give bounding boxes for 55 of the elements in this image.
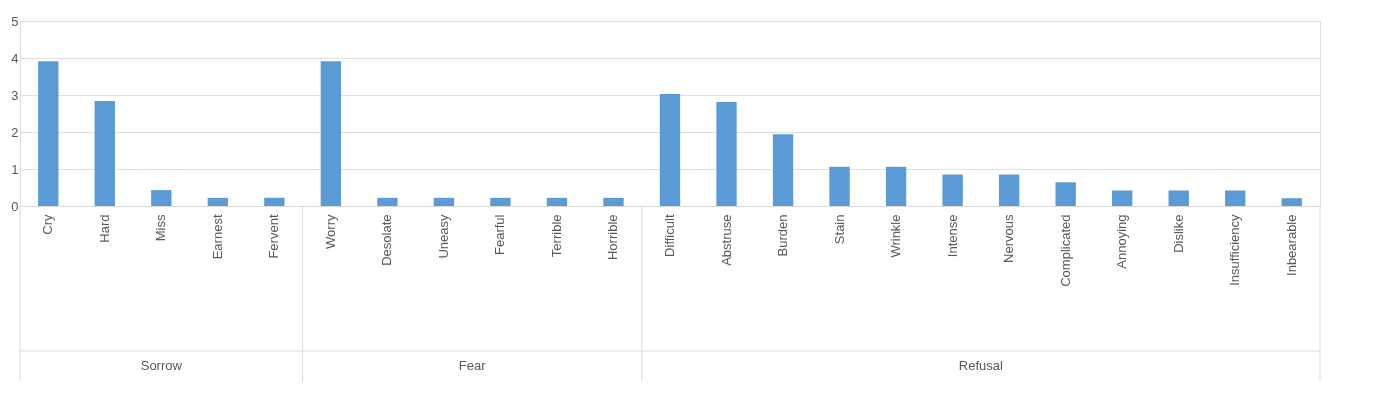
x-tick-label: Intense	[944, 214, 960, 258]
bar	[1225, 190, 1246, 206]
bar	[490, 197, 511, 206]
x-tick-label: Worry	[322, 214, 338, 249]
bar	[320, 61, 342, 206]
y-tick-label: 5	[11, 13, 19, 29]
x-tick-label: Terrible	[548, 214, 564, 258]
x-tick-label: Horrible	[605, 214, 621, 261]
x-tick-label: Earnest	[209, 214, 225, 260]
x-tick-label: Inbearable	[1283, 214, 1299, 276]
x-tick-label: Hard	[96, 214, 112, 243]
text: Refusal	[958, 358, 1004, 373]
bar	[885, 166, 907, 206]
x-tick-label: Fearful	[492, 214, 508, 255]
bar	[1055, 182, 1076, 206]
y-tick-label: 0	[11, 198, 19, 214]
bar	[1281, 198, 1302, 206]
x-tick-label: Difficult	[662, 214, 677, 257]
x-tick-label: Insufficiency	[1227, 214, 1243, 286]
bar	[38, 61, 59, 206]
text: Sorrow	[140, 358, 183, 373]
x-tick-label: Uneasy	[435, 214, 451, 259]
text: Fear	[458, 358, 487, 373]
bar	[207, 197, 228, 206]
y-tick-label: 4	[11, 50, 19, 66]
bar	[264, 197, 285, 206]
x-tick-label: Nervous	[1001, 214, 1017, 263]
bar	[1168, 190, 1189, 206]
x-tick-label: Fervent	[266, 214, 282, 259]
y-tick-label: 1	[11, 161, 19, 177]
x-tick-label: Abstruse	[718, 214, 734, 266]
bar	[829, 166, 850, 206]
bar	[377, 197, 398, 206]
x-tick-label: Annoying	[1114, 214, 1130, 269]
bar	[1112, 190, 1133, 206]
bar	[716, 102, 737, 206]
x-tick-label: Complicated	[1057, 214, 1073, 287]
bar	[659, 93, 681, 206]
y-tick-label: 2	[11, 124, 19, 140]
x-tick-label: Burden	[775, 214, 791, 257]
bar	[94, 100, 115, 206]
x-tick-label: Stain	[831, 214, 847, 245]
x-tick-label: Cry	[40, 214, 56, 235]
bar	[772, 134, 794, 206]
bar	[433, 197, 455, 206]
bar	[998, 174, 1020, 206]
x-tick-label: Miss	[153, 214, 169, 242]
x-tick-label: Desolate	[379, 214, 395, 266]
bar	[942, 174, 963, 206]
x-tick-label: Dislike	[1170, 214, 1186, 253]
bar	[546, 197, 568, 206]
x-tick-label: Wrinkle	[888, 214, 904, 258]
bar	[603, 197, 624, 206]
y-tick-label: 3	[11, 87, 19, 103]
bar	[151, 190, 172, 206]
